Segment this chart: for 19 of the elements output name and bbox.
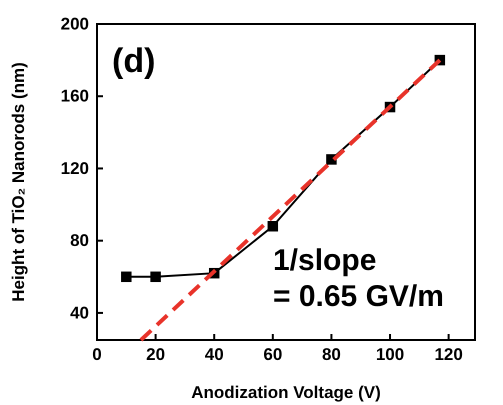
x-tick-label: 60 [263,345,282,364]
point [268,220,278,232]
y-tick-label: 40 [70,303,89,322]
annotation: 1/slope = 0.65 GV/m [273,244,444,313]
y-tick-label: 160 [60,86,89,106]
x-tick-label: 120 [434,345,463,364]
x-tick-label: 80 [322,345,341,364]
annotation: (d) [112,42,156,80]
x-tick-label: 20 [146,345,166,364]
x-axis-title: Anodization Voltage (V) [191,383,381,402]
y-tick-label: 120 [60,158,89,178]
y-tick-label: 200 [60,14,89,34]
x-tick-label: 40 [204,345,224,364]
point [121,272,132,282]
x-tick-label: 0 [92,345,102,364]
point [150,272,161,282]
x-tick-label: 100 [376,345,404,364]
y-axis-title: Height of TiO₂ Nanorods (nm) [9,62,28,302]
y-tick-label: 80 [70,231,89,250]
